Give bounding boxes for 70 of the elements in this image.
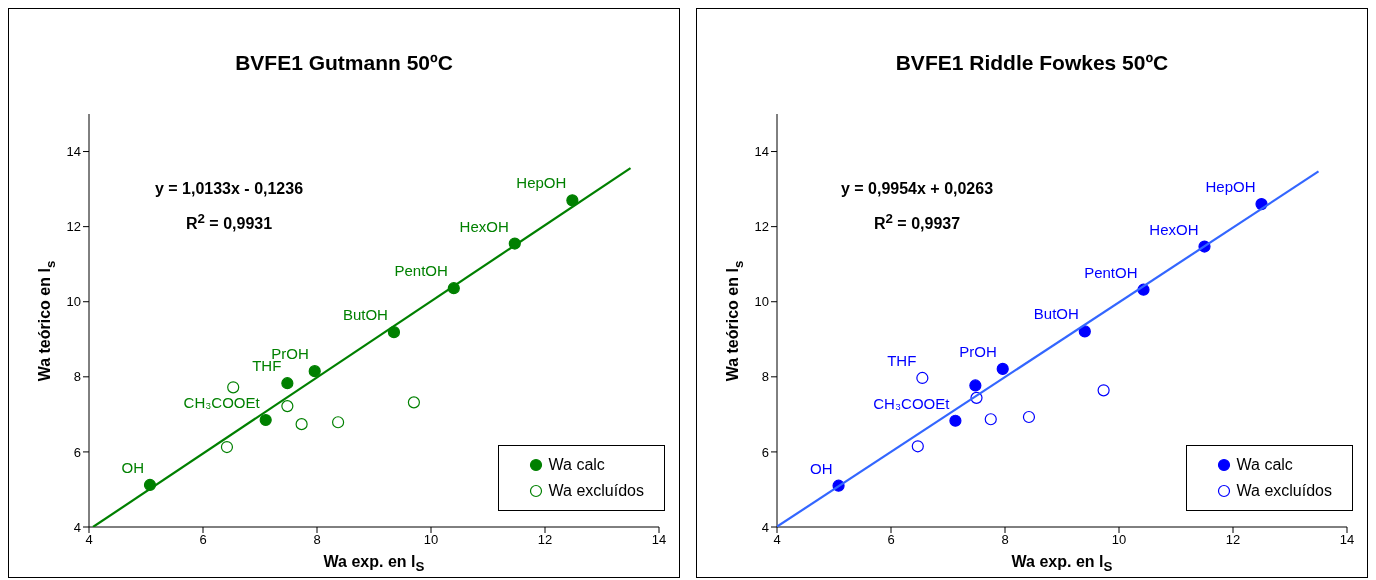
x-tick-label: 4 <box>85 532 93 548</box>
annotation: ButOH <box>342 306 388 324</box>
point <box>1078 325 1091 338</box>
x-axis-title: Wa exp. en l$_{S}$ <box>1010 553 1114 575</box>
y-tick-label: 4 <box>73 519 81 535</box>
annotation: HepOH <box>1205 178 1256 196</box>
y-tick-label: 4 <box>761 519 769 535</box>
legend-label: Wa calc <box>548 455 605 475</box>
annotation: PentOH <box>394 262 448 280</box>
y-tick-label: 6 <box>73 444 81 460</box>
chart-title: BVFE1 Riddle Fowkes 50ºC <box>894 51 1170 75</box>
annotation: HexOH <box>459 217 509 235</box>
annotation: HexOH <box>1149 220 1199 238</box>
point <box>996 362 1009 376</box>
point <box>1097 384 1110 397</box>
point <box>911 440 924 453</box>
x-tick-label: 10 <box>1111 532 1127 548</box>
annotation: R$^{2}$ = 0,9931 <box>184 210 274 235</box>
point <box>281 400 294 413</box>
chart-title: BVFE1 Gutmann 50ºC <box>234 51 454 75</box>
annotation: PrOH <box>959 342 997 360</box>
y-tick-label: 6 <box>761 444 769 460</box>
point <box>259 413 272 427</box>
point <box>949 414 962 427</box>
x-axis-title: Wa exp. en l$_{S}$ <box>322 553 426 575</box>
legend-label: Wa calc <box>1236 455 1293 475</box>
legend-label: Wa excluídos <box>548 481 644 501</box>
y-tick-label: 12 <box>754 219 769 235</box>
y-tick-label: 12 <box>66 219 81 235</box>
annotation: HepOH <box>516 174 567 192</box>
y-tick-label: 8 <box>761 369 769 385</box>
x-tick-label: 14 <box>1339 532 1355 548</box>
point <box>227 381 240 394</box>
x-tick-label: 10 <box>423 532 439 548</box>
annotation: y = 0,9954x + 0,0263 <box>839 179 995 199</box>
x-tick-label: 12 <box>1225 532 1241 548</box>
point <box>220 440 234 454</box>
annotation: PentOH <box>1084 263 1138 281</box>
point <box>969 379 982 392</box>
x-tick-label: 4 <box>773 532 781 548</box>
annotation: CH₃COOEt <box>873 394 951 412</box>
x-tick-label: 8 <box>313 532 321 548</box>
y-tick-label: 14 <box>754 144 769 160</box>
x-tick-label: 12 <box>537 532 553 548</box>
legend-label: Wa excluídos <box>1236 481 1332 501</box>
point <box>281 377 294 390</box>
point <box>984 413 997 426</box>
annotation: ButOH <box>1033 305 1079 323</box>
point <box>387 326 401 339</box>
y-tick-label: 14 <box>66 144 81 160</box>
x-tick-label: 8 <box>1001 532 1009 548</box>
point <box>331 416 345 429</box>
point <box>407 396 420 409</box>
annotation: OH <box>121 458 144 476</box>
annotation: CH₃COOEt <box>183 394 261 411</box>
annotation: y = 1,0133x - 0,1236 <box>153 179 305 199</box>
y-tick-label: 10 <box>754 294 769 310</box>
y-tick-label: 10 <box>66 294 81 310</box>
x-tick-label: 14 <box>651 532 667 548</box>
x-tick-label: 6 <box>199 532 207 548</box>
point <box>566 194 579 207</box>
point <box>916 371 929 385</box>
point <box>295 418 308 431</box>
y-tick-label: 8 <box>73 369 81 385</box>
annotation: OH <box>810 459 833 477</box>
point <box>308 365 321 378</box>
point <box>1022 410 1036 424</box>
annotation: R$^{2}$ = 0,9937 <box>872 210 962 235</box>
x-tick-label: 6 <box>887 532 895 548</box>
annotation: THF <box>887 351 917 369</box>
